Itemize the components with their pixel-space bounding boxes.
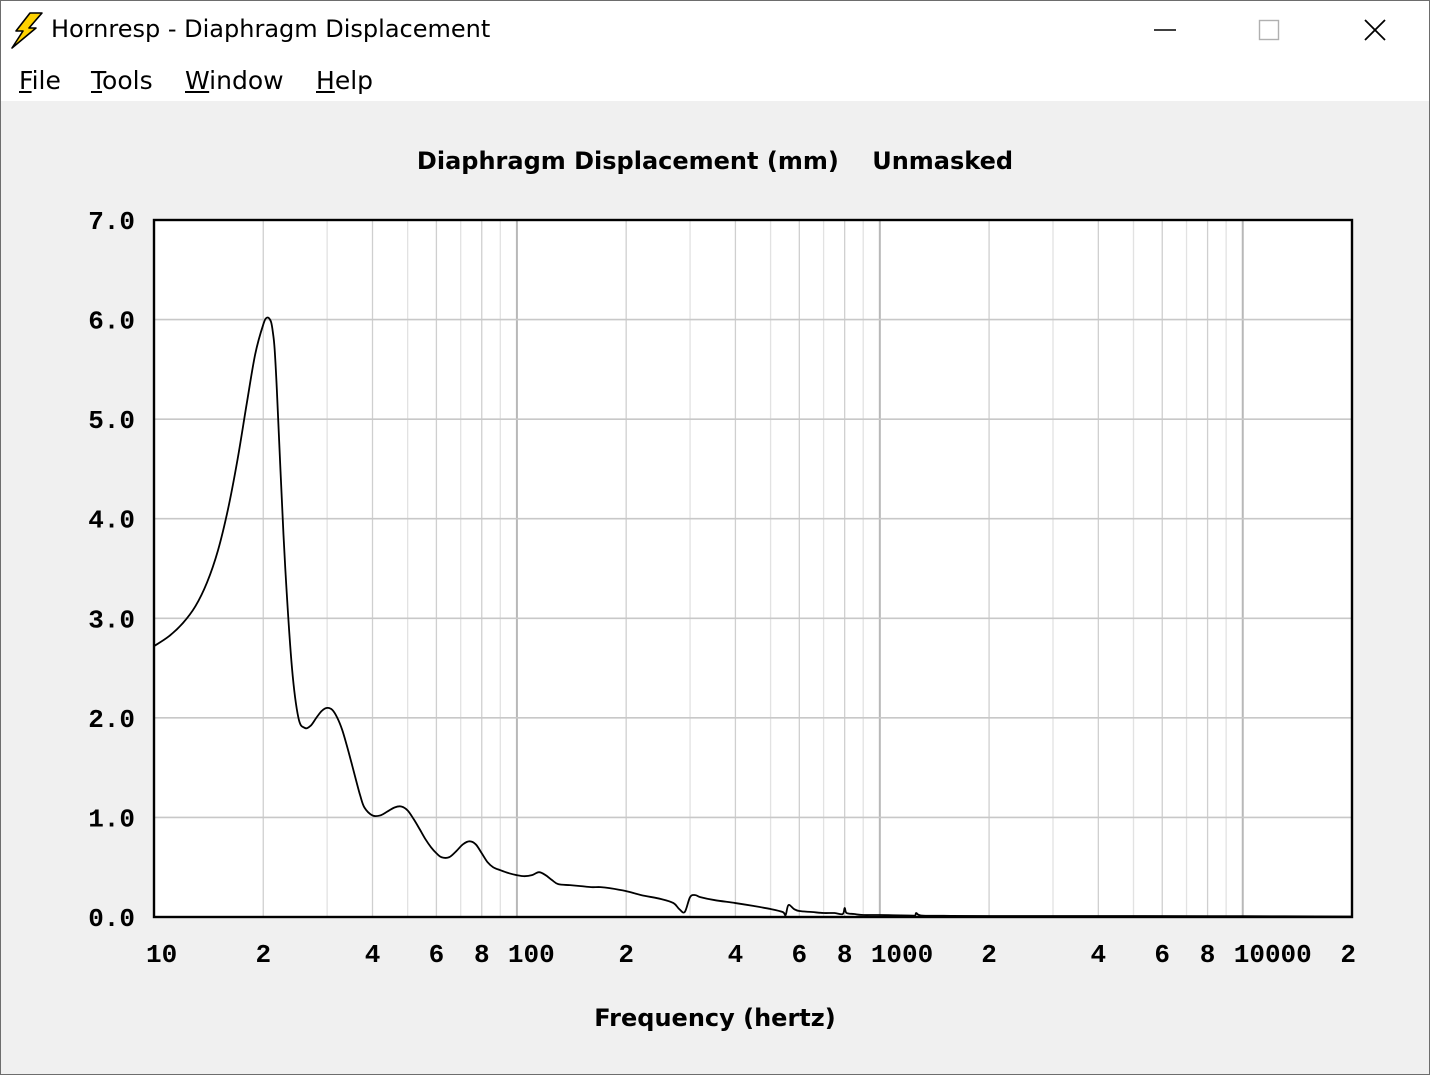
x-tick-label: 1000	[871, 940, 933, 970]
y-tick-label: 2.0	[88, 705, 135, 735]
x-tick-label: 4	[728, 940, 744, 970]
displacement-curve	[153, 316, 1353, 918]
menu-tools-accel: T	[91, 66, 103, 95]
maximize-icon	[1258, 19, 1280, 41]
menu-bar: File Tools Window Help	[1, 61, 1429, 101]
plot-frame	[152, 218, 1354, 919]
x-tick-label: 2	[981, 940, 997, 970]
y-axis-labels: 0.0 1.0 2.0 3.0 4.0 5.0 6.0 7.0	[88, 207, 135, 934]
plot-area[interactable]	[154, 220, 1352, 917]
menu-file[interactable]: File	[19, 66, 61, 95]
y-tick-label: 1.0	[88, 804, 135, 834]
x-tick-label: 10000	[1234, 940, 1312, 970]
x-tick-label: 4	[365, 940, 381, 970]
menu-window[interactable]: Window	[185, 66, 284, 95]
lightning-bolt-icon[interactable]	[9, 11, 43, 49]
title-bar[interactable]: Hornresp - Diaphragm Displacement	[1, 1, 1429, 61]
y-tick-label: 3.0	[88, 605, 135, 635]
menu-help-accel: H	[316, 66, 335, 95]
y-tick-label: 6.0	[88, 307, 135, 337]
close-icon	[1364, 19, 1386, 41]
minimize-button[interactable]	[1113, 1, 1217, 59]
menu-window-rest: indow	[209, 66, 284, 95]
x-axis-title: Frequency (hertz)	[594, 1004, 836, 1032]
x-tick-label: 6	[429, 940, 445, 970]
maximize-button[interactable]	[1217, 1, 1321, 59]
x-tick-label: 2	[255, 940, 271, 970]
x-tick-label: 2	[618, 940, 634, 970]
menu-file-rest: ile	[31, 66, 61, 95]
menu-help[interactable]: Help	[316, 66, 373, 95]
y-tick-label: 7.0	[88, 207, 135, 237]
x-tick-label: 8	[837, 940, 853, 970]
x-tick-label: 8	[1200, 940, 1216, 970]
menu-help-rest: elp	[334, 66, 374, 95]
minimize-icon	[1154, 29, 1176, 31]
menu-window-accel: W	[185, 66, 210, 95]
chart-title: Diaphragm Displacement (mm) Unmasked	[416, 147, 1014, 175]
x-tick-label: 10	[146, 940, 177, 970]
x-tick-label: 4	[1091, 940, 1107, 970]
x-tick-label: 8	[474, 940, 490, 970]
y-tick-label: 4.0	[88, 506, 135, 536]
y-tick-label: 5.0	[88, 406, 135, 436]
displacement-chart[interactable]: 0.01.02.03.04.05.06.07.0 10 2 4 6 8 100 2 4 6 8 10…	[1, 101, 1429, 1074]
menu-file-accel: F	[19, 66, 32, 95]
menu-tools[interactable]: Tools	[91, 66, 153, 95]
x-tick-label: 2	[1340, 940, 1356, 970]
x-tick-label: 6	[1154, 940, 1170, 970]
menu-tools-rest: ools	[102, 66, 153, 95]
x-tick-label: 100	[508, 940, 555, 970]
chart-area: Diaphragm Displacement (mm) Unmasked 0.0…	[1, 101, 1429, 1074]
y-tick-label: 0.0	[88, 904, 135, 934]
x-tick-label: 6	[792, 940, 808, 970]
close-button[interactable]	[1323, 1, 1427, 59]
window-title: Hornresp - Diaphragm Displacement	[51, 15, 491, 43]
x-axis-labels: 10 2 4 6 8 100 2 4 6 8 1000 2 4 6 8 10000 2	[146, 940, 1356, 970]
grid-lines	[154, 220, 1352, 917]
